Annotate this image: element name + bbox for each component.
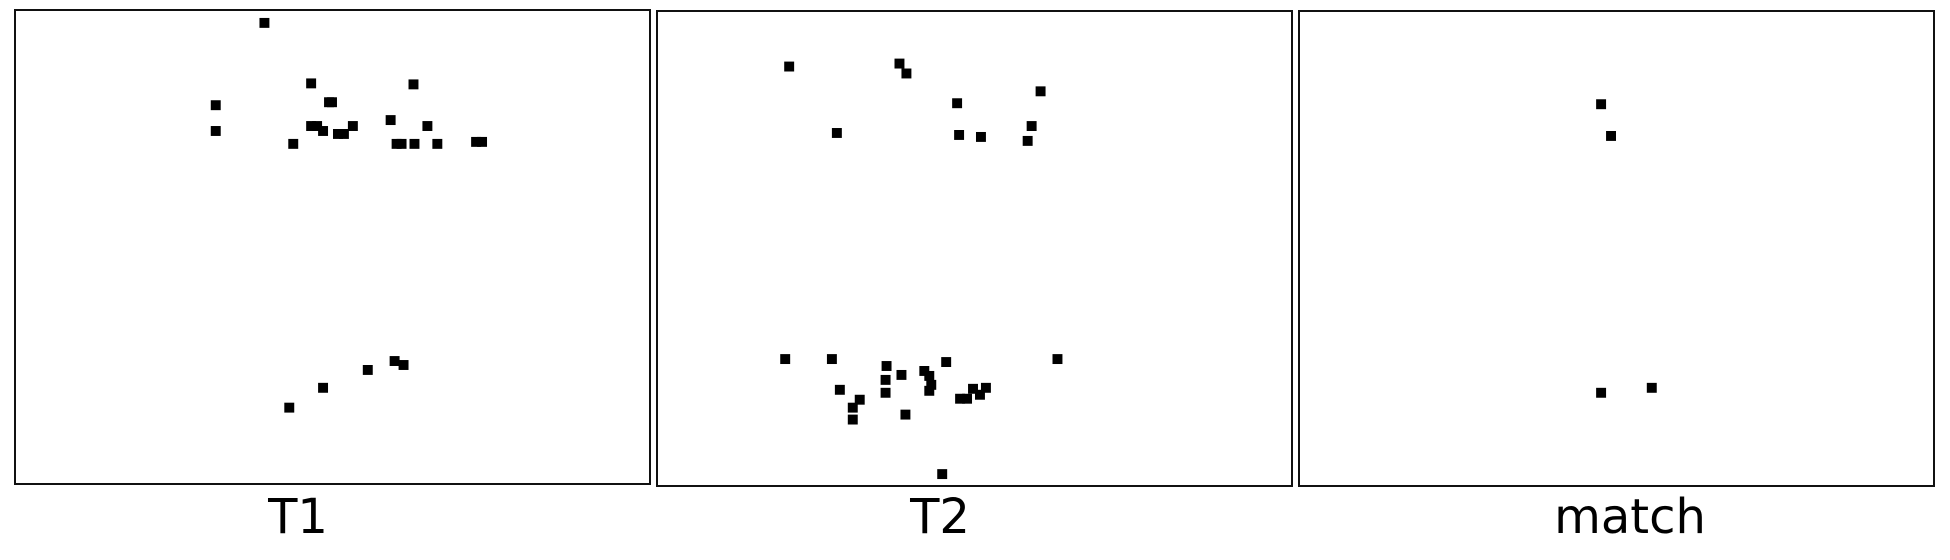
point-marker (831, 128, 842, 138)
point-marker (847, 402, 858, 413)
point-marker (396, 138, 407, 149)
point-marker (471, 136, 482, 147)
point-marker (432, 138, 443, 149)
point-marker (968, 383, 978, 394)
point-marker (962, 393, 973, 404)
point-marker (1026, 121, 1037, 131)
point-marker (880, 374, 891, 385)
points-t1 (210, 17, 488, 413)
point-marker (980, 382, 991, 393)
point-marker (422, 121, 433, 131)
point-marker (312, 121, 323, 131)
point-marker (324, 97, 334, 108)
point-marker (288, 138, 299, 149)
point-marker (210, 100, 221, 111)
point-marker (926, 379, 937, 390)
point-marker (259, 17, 270, 28)
point-marker (362, 365, 373, 375)
point-marker (318, 382, 329, 393)
point-marker (937, 469, 948, 480)
point-marker (826, 354, 837, 365)
point-marker (894, 58, 905, 69)
point-marker (924, 370, 935, 381)
point-marker (306, 121, 317, 131)
point-marker (306, 78, 317, 89)
point-marker (284, 402, 295, 413)
point-marker (954, 130, 965, 140)
point-marker (338, 129, 349, 139)
point-marker (408, 79, 419, 90)
point-marker (880, 387, 891, 398)
point-marker (896, 369, 907, 380)
point-marker (1606, 130, 1617, 141)
point-marker (900, 409, 911, 420)
point-marker (847, 414, 858, 425)
point-marker (1052, 354, 1063, 365)
point-marker (1596, 99, 1607, 110)
point-marker (974, 389, 985, 400)
panel-t2 (656, 10, 1293, 487)
point-marker (477, 136, 488, 147)
points-match (1596, 99, 1657, 398)
point-marker (332, 129, 343, 139)
point-marker (784, 61, 795, 72)
point-marker (881, 361, 892, 371)
point-marker (901, 68, 912, 79)
point-marker (347, 121, 358, 131)
point-marker (834, 384, 845, 395)
panel-match (1298, 10, 1935, 487)
point-marker (385, 115, 396, 126)
point-marker (924, 385, 935, 396)
point-marker (1035, 86, 1046, 97)
point-marker (1022, 135, 1033, 146)
point-marker (941, 357, 952, 367)
panel-t1 (14, 9, 651, 485)
point-marker (398, 360, 409, 370)
points-t2 (780, 58, 1063, 480)
caption-t1: T1 (268, 489, 328, 545)
caption-match: match (1554, 489, 1706, 545)
point-marker (1646, 382, 1657, 393)
point-marker (975, 131, 986, 142)
point-marker (780, 354, 791, 365)
point-marker (854, 394, 865, 405)
point-marker (955, 393, 966, 404)
point-marker (952, 98, 963, 109)
point-marker (1596, 387, 1607, 398)
caption-t2: T2 (910, 489, 970, 545)
point-marker (409, 138, 420, 149)
point-marker (389, 356, 400, 366)
point-marker (210, 126, 221, 136)
point-marker (318, 126, 329, 136)
